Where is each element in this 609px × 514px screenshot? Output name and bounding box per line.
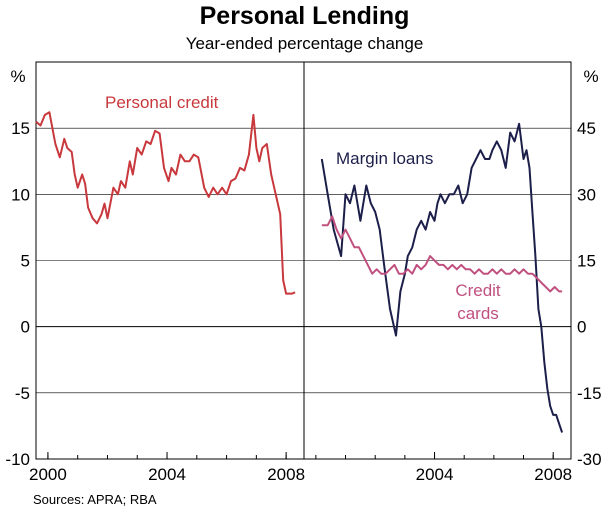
label-personal-credit: Personal credit bbox=[105, 93, 219, 112]
series-line-credit-cards bbox=[321, 215, 563, 293]
series-line-personal-credit bbox=[35, 111, 296, 295]
x-tick-label: 2008 bbox=[534, 465, 572, 484]
y-tick-label-left: -10 bbox=[5, 450, 30, 469]
label-credit-cards-line1: Credit bbox=[455, 281, 501, 300]
series-line-margin-loans bbox=[320, 122, 564, 433]
chart-source: Sources: APRA; RBA bbox=[33, 492, 157, 507]
chart-title: Personal Lending bbox=[199, 2, 410, 30]
chart-subtitle: Year-ended percentage change bbox=[185, 34, 424, 53]
y-tick-label-right: -30 bbox=[577, 450, 602, 469]
x-tick-label: 2008 bbox=[267, 465, 305, 484]
y-tick-label-left: 5 bbox=[21, 252, 30, 271]
label-margin-loans: Margin loans bbox=[336, 149, 433, 168]
y-tick-label-right: -15 bbox=[577, 384, 602, 403]
y-tick-label-left: 0 bbox=[21, 318, 30, 337]
y-tick-label-right: 15 bbox=[577, 252, 596, 271]
y-tick-label-right: 30 bbox=[577, 185, 596, 204]
x-tick-label: 2000 bbox=[29, 465, 67, 484]
y-tick-label-left: 10 bbox=[11, 185, 30, 204]
label-credit-cards-line2: cards bbox=[457, 304, 499, 323]
y-unit-right: % bbox=[583, 67, 598, 86]
y-tick-label-left: 15 bbox=[11, 119, 30, 138]
x-tick-label: 2004 bbox=[416, 465, 454, 484]
y-tick-label-right: 0 bbox=[577, 318, 586, 337]
y-tick-label-left: -5 bbox=[15, 384, 30, 403]
y-tick-label-right: 45 bbox=[577, 119, 596, 138]
y-unit-left: % bbox=[10, 67, 25, 86]
x-tick-label: 2004 bbox=[148, 465, 186, 484]
